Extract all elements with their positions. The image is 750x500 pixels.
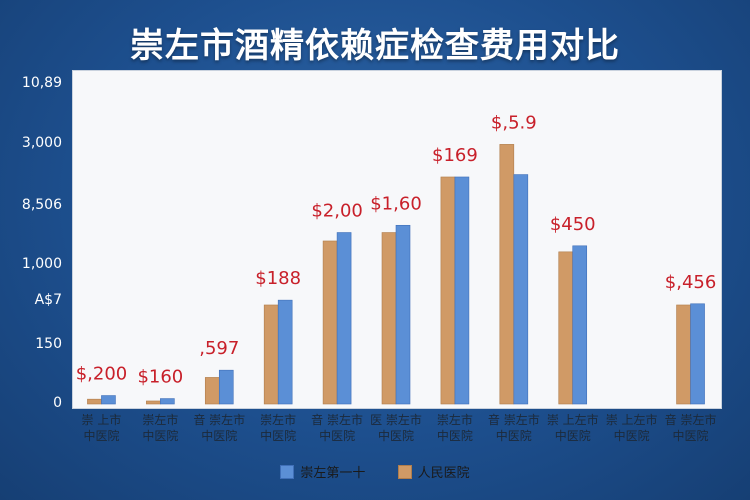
y-tick-label: 3,000	[21, 135, 62, 152]
bar-chongzuo	[572, 245, 588, 405]
bar-renmin	[381, 232, 397, 405]
legend-label-series-a: 崇左第一十	[300, 466, 366, 481]
bar-chongzuo	[101, 395, 116, 405]
bar-renmin	[558, 251, 574, 405]
value-label: $169	[432, 145, 478, 166]
bar-renmin	[440, 176, 456, 405]
legend-item-series-a: 崇左第一十	[280, 462, 365, 481]
bar-chongzuo	[218, 369, 234, 405]
x-tick-label: 中医院	[496, 428, 532, 443]
bar-renmin	[263, 304, 279, 405]
x-tick-label: 崇 上左市	[606, 412, 658, 427]
value-label: $450	[550, 214, 596, 235]
bar-chongzuo	[277, 299, 293, 405]
y-tick-label: 0	[53, 395, 62, 411]
x-tick-label: 音 崇左市	[488, 412, 540, 427]
x-tick-label: 崇 上左市	[547, 412, 599, 427]
value-label: $2,00	[311, 201, 363, 222]
x-tick-label: 崇左市	[142, 412, 178, 427]
x-tick-label: 音 崇左市	[193, 412, 245, 427]
x-tick-label: 音 崇左市	[311, 412, 363, 427]
value-label: $188	[255, 268, 301, 289]
footer-note	[0, 486, 750, 500]
value-label: $,200	[76, 364, 128, 385]
legend-label-series-b: 人民医院	[417, 466, 470, 481]
bar-renmin	[204, 377, 220, 405]
x-tick-label: 崇左市	[437, 412, 473, 427]
bar-renmin	[676, 304, 691, 405]
x-tick-label: 中医院	[83, 428, 119, 443]
x-tick-label: 中医院	[614, 428, 650, 443]
y-tick-label: 10,89	[21, 75, 62, 91]
x-tick-label: 崇 上市	[82, 412, 122, 427]
y-tick-label: 150	[35, 335, 62, 352]
x-tick-label: 中医院	[319, 428, 355, 443]
legend: 崇左第一十 人民医院	[0, 462, 750, 483]
bar-chongzuo	[160, 398, 175, 405]
x-tick-label: 医 崇左市	[370, 412, 422, 427]
x-tick-label: 中医院	[555, 428, 591, 443]
x-tick-label: 音 崇左市	[665, 412, 717, 427]
bar-renmin	[87, 398, 102, 405]
y-tick-label: 1,000	[21, 256, 62, 273]
legend-swatch-series-b	[397, 464, 412, 479]
bar-chongzuo	[336, 232, 352, 405]
bar-chongzuo	[690, 303, 705, 405]
value-label: $,5.9	[491, 112, 537, 133]
y-tick-label: A$7	[34, 292, 62, 309]
x-tick-label: 中医院	[201, 428, 237, 443]
value-label: $1,60	[370, 193, 422, 214]
bar-renmin	[499, 144, 515, 405]
legend-swatch-series-a	[280, 464, 295, 479]
bar-renmin	[322, 240, 338, 405]
value-label: $160	[137, 367, 183, 388]
bar-chongzuo	[513, 174, 529, 405]
bar-renmin	[146, 400, 161, 405]
x-tick-label: 崇左市	[260, 412, 296, 427]
value-label: $,456	[665, 272, 717, 293]
x-tick-label: 中医院	[437, 428, 473, 443]
bar-chongzuo	[395, 224, 411, 405]
chart-title: 崇左市酒精依赖症检查费用对比	[130, 26, 620, 66]
x-tick-label: 中医院	[378, 428, 414, 443]
x-tick-label: 中医院	[260, 428, 296, 443]
y-tick-label: 8,506	[21, 196, 62, 213]
x-tick-label: 中医院	[673, 428, 709, 443]
bar-chongzuo	[454, 176, 470, 405]
legend-item-series-b: 人民医院	[397, 462, 470, 481]
x-tick-label: 中医院	[142, 428, 178, 443]
value-label: ,597	[199, 338, 239, 359]
